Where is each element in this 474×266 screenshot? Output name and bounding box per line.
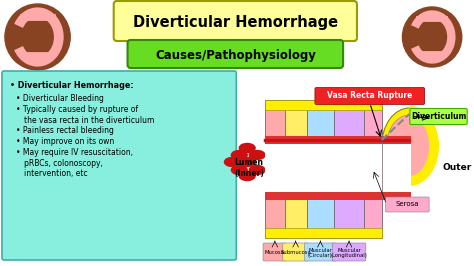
Text: Vasa Recta Rupture: Vasa Recta Rupture — [327, 92, 412, 101]
Ellipse shape — [239, 172, 255, 181]
FancyBboxPatch shape — [332, 243, 366, 261]
FancyBboxPatch shape — [386, 197, 429, 212]
FancyBboxPatch shape — [128, 40, 343, 68]
Text: Submucosa: Submucosa — [280, 251, 311, 256]
Text: Muscular
(Circular): Muscular (Circular) — [308, 248, 333, 258]
Text: Diverticular Hemorrhage: Diverticular Hemorrhage — [133, 15, 338, 30]
Text: Muscular
(Longitudinal): Muscular (Longitudinal) — [330, 248, 367, 258]
FancyBboxPatch shape — [304, 243, 336, 261]
Circle shape — [5, 4, 70, 70]
Bar — [265, 144, 411, 192]
Text: Lumen
(Inner): Lumen (Inner) — [234, 158, 264, 178]
Text: Causes/Pathophysiology: Causes/Pathophysiology — [155, 48, 316, 61]
Ellipse shape — [387, 115, 432, 177]
Text: Mucosa: Mucosa — [265, 251, 285, 256]
Bar — [265, 228, 382, 238]
Ellipse shape — [382, 108, 437, 184]
Text: • Painless rectal bleeding: • Painless rectal bleeding — [16, 126, 114, 135]
Ellipse shape — [280, 153, 293, 161]
Bar — [364, 100, 382, 238]
Ellipse shape — [290, 150, 303, 158]
Text: Outer: Outer — [442, 164, 472, 172]
FancyBboxPatch shape — [283, 243, 309, 261]
Bar — [265, 136, 382, 144]
Text: • Diverticular Hemorrhage:: • Diverticular Hemorrhage: — [10, 81, 134, 90]
Text: Diverticulum: Diverticulum — [411, 112, 466, 121]
Bar — [265, 100, 285, 238]
Text: • Typically caused by rupture of: • Typically caused by rupture of — [16, 105, 138, 114]
FancyBboxPatch shape — [263, 243, 287, 261]
FancyBboxPatch shape — [315, 88, 425, 105]
Bar — [265, 192, 411, 200]
Circle shape — [402, 7, 462, 67]
Text: • May require IV resuscitation,: • May require IV resuscitation, — [16, 148, 133, 157]
Bar — [265, 100, 382, 110]
Bar — [364, 100, 382, 238]
FancyBboxPatch shape — [114, 1, 357, 41]
Bar — [265, 136, 411, 144]
Bar — [265, 144, 382, 192]
Text: • Diverticular Bleeding: • Diverticular Bleeding — [16, 94, 104, 103]
Bar — [265, 192, 382, 200]
FancyBboxPatch shape — [410, 109, 467, 124]
Text: intervention, etc: intervention, etc — [24, 169, 87, 178]
Ellipse shape — [239, 157, 255, 167]
Bar — [334, 100, 364, 238]
Bar — [265, 100, 382, 110]
Ellipse shape — [231, 151, 247, 160]
Text: • May improve on its own: • May improve on its own — [16, 137, 114, 146]
Ellipse shape — [225, 157, 240, 167]
Ellipse shape — [231, 165, 247, 174]
Bar — [334, 100, 364, 238]
FancyBboxPatch shape — [2, 71, 237, 260]
Bar — [265, 100, 285, 238]
Ellipse shape — [239, 143, 255, 152]
Polygon shape — [410, 106, 439, 186]
Bar — [285, 100, 307, 238]
Ellipse shape — [249, 151, 265, 160]
Ellipse shape — [271, 149, 283, 157]
Bar — [307, 100, 334, 238]
Bar — [285, 100, 307, 238]
Text: pRBCs, colonoscopy,: pRBCs, colonoscopy, — [24, 159, 102, 168]
Ellipse shape — [249, 165, 265, 174]
Text: Serosa: Serosa — [396, 202, 419, 207]
Bar — [265, 228, 382, 238]
Bar — [307, 100, 334, 238]
Text: the vasa recta in the diverticulum: the vasa recta in the diverticulum — [24, 116, 154, 125]
